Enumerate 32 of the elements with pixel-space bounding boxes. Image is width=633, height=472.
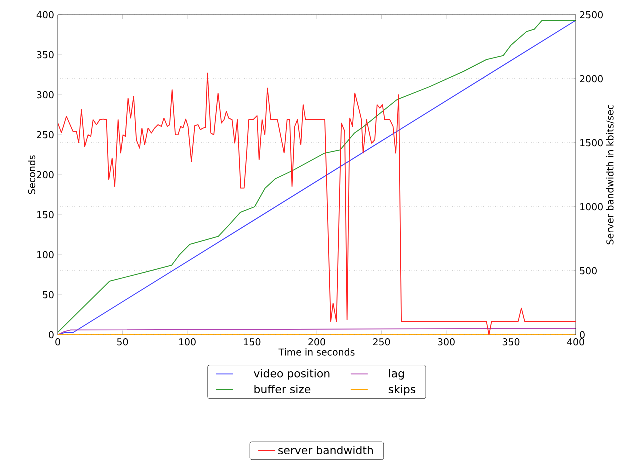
legend-label: skips: [388, 385, 416, 396]
legend-label: video position: [254, 369, 330, 380]
x-tick-label: 400: [567, 338, 584, 346]
x-tick-label: 350: [502, 338, 520, 346]
x-tick-label: 150: [244, 338, 261, 346]
y-tick-label: 200: [37, 171, 54, 179]
y-tick-label: 400: [36, 11, 54, 19]
x-tick-label: 50: [117, 338, 128, 346]
legend-label: server bandwidth: [278, 446, 373, 455]
y-tick-label: 100: [37, 251, 54, 259]
y-tick-label: 50: [43, 291, 54, 299]
y2-axis-title: Server bandwidth in kbits/sec: [606, 105, 615, 245]
y2-tick-label: 500: [580, 267, 597, 275]
y2-tick-label: 2000: [580, 75, 603, 83]
x-tick-label: 250: [373, 338, 390, 346]
y-tick-label: 150: [37, 211, 54, 219]
x-tick-label: 100: [180, 338, 196, 346]
x-tick-label: 0: [56, 338, 60, 346]
y2-tick-label: 1500: [580, 139, 603, 147]
y-tick-label: 0: [49, 331, 54, 339]
x-tick-label: 300: [438, 338, 455, 346]
y-tick-label: 250: [37, 131, 54, 139]
y-tick-label: 350: [37, 51, 54, 59]
y2-tick-label: 1000: [580, 203, 603, 211]
y-tick-label: 300: [37, 91, 54, 99]
y-axis-title: Seconds: [28, 156, 36, 194]
legend-label: buffer size: [254, 385, 311, 394]
x-tick-label: 200: [308, 338, 326, 346]
x-axis-title: Time in seconds: [278, 348, 355, 356]
y2-tick-label: 0: [580, 331, 585, 339]
legend-label: lag: [389, 369, 404, 380]
y2-tick-label: 2500: [580, 11, 603, 19]
